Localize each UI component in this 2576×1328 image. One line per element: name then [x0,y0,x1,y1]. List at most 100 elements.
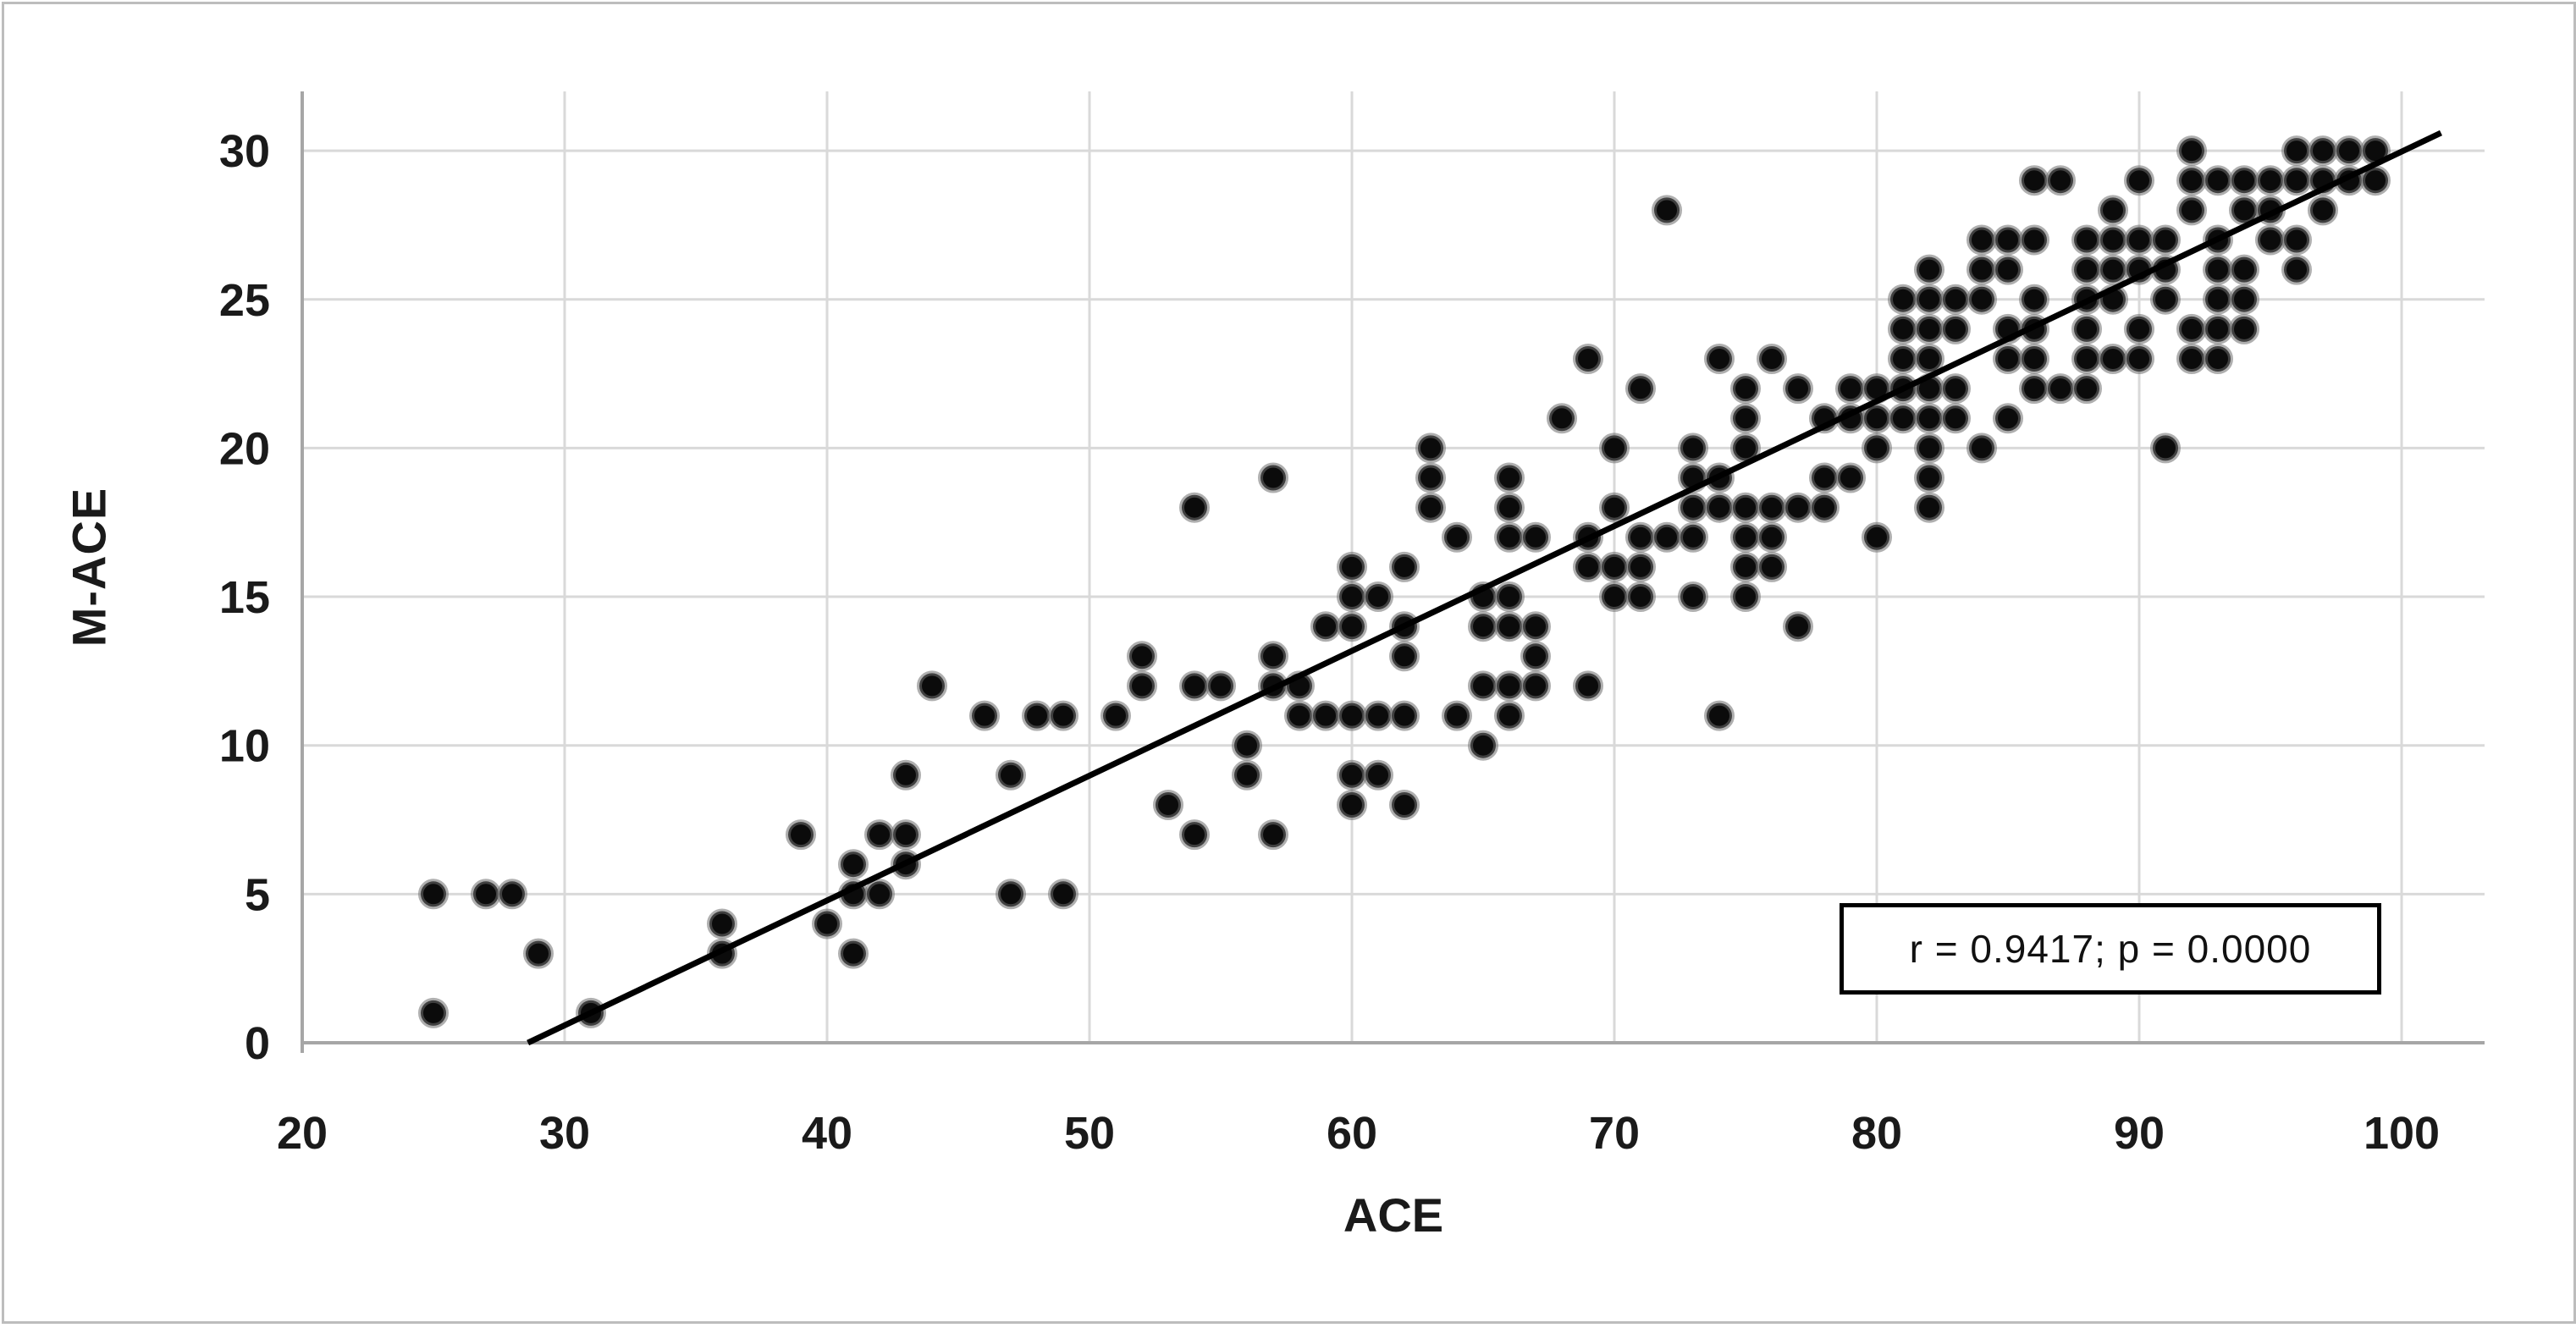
data-point [1993,254,2023,285]
data-point [707,908,737,940]
data-point [1809,462,1840,493]
data-point [786,819,816,851]
data-point [2071,313,2102,344]
data-point [1966,224,1997,256]
data-point [1678,492,1708,523]
data-point [1337,759,1367,791]
data-point [2019,284,2049,315]
data-point [1337,790,1367,820]
data-point [1678,433,1708,464]
data-point [891,759,921,791]
data-point [2281,224,2312,256]
data-point [1022,700,1052,731]
data-point [1494,670,1525,702]
data-point [1048,879,1078,910]
data-point [1494,700,1525,731]
svg-text:70: 70 [1589,1108,1640,1159]
data-point [1625,551,1656,582]
data-point [1520,611,1551,642]
data-point [2203,254,2233,285]
data-point [1310,611,1341,642]
data-point [1337,700,1367,731]
data-point [1389,551,1420,582]
data-point [1153,790,1183,820]
data-point [1940,403,1971,434]
data-point [2071,224,2102,256]
data-point [2229,284,2259,315]
data-point [2203,313,2233,344]
data-point [1389,790,1420,820]
data-point [1048,700,1078,731]
data-point [1179,492,1210,523]
data-point [1940,284,1971,315]
data-point [1993,224,2023,256]
data-point [1573,670,1603,702]
data-point [2098,344,2128,374]
data-point [838,849,869,880]
data-point [1625,581,1656,612]
svg-text:100: 100 [2364,1108,2440,1159]
data-point [891,819,921,851]
data-point [2308,195,2338,226]
data-point [2019,373,2049,405]
data-point [1730,551,1761,582]
data-point [1310,700,1341,731]
data-point [1704,344,1735,374]
data-point [2203,284,2233,315]
y-axis-title: M-ACE [62,487,116,647]
data-point [1494,492,1525,523]
data-point [1730,521,1761,553]
data-point [1888,313,1918,344]
data-point [1520,521,1551,553]
data-point [1652,521,1682,553]
data-point [1704,492,1735,523]
svg-text:15: 15 [219,572,270,623]
data-point [2255,165,2286,196]
data-point [864,819,895,851]
svg-text:5: 5 [245,869,270,920]
data-point [2098,195,2128,226]
data-point [1862,403,1892,434]
data-point [1835,462,1866,493]
data-point [1337,581,1367,612]
data-point [1389,641,1420,672]
x-axis-title: ACE [1343,1188,1444,1242]
data-point [969,700,1000,731]
data-point [1179,670,1210,702]
data-point [1914,284,1944,315]
data-point [1363,700,1393,731]
data-point [1494,521,1525,553]
data-point [1625,373,1656,405]
data-point [2229,313,2259,344]
data-point [2229,165,2259,196]
data-point [1862,521,1892,553]
data-point [1127,641,1157,672]
data-point [2255,224,2286,256]
data-point [2281,165,2312,196]
data-point [1284,700,1315,731]
data-point [2071,373,2102,405]
data-point [418,879,449,910]
svg-text:20: 20 [219,423,270,474]
data-point [1442,521,1472,553]
data-point [1599,433,1630,464]
data-point [1862,433,1892,464]
data-point [2203,165,2233,196]
data-point [2360,165,2391,196]
data-point [1232,730,1262,761]
data-point [1415,433,1446,464]
data-point [1468,670,1498,702]
data-point [1914,492,1944,523]
data-point [917,670,947,702]
data-point [523,938,554,969]
data-point [1809,492,1840,523]
data-point [1415,462,1446,493]
svg-text:80: 80 [1851,1108,1902,1159]
data-point [1258,641,1288,672]
svg-text:60: 60 [1327,1108,1377,1159]
data-point [1573,551,1603,582]
data-point [1678,521,1708,553]
data-point [418,997,449,1028]
data-point [2071,254,2102,285]
